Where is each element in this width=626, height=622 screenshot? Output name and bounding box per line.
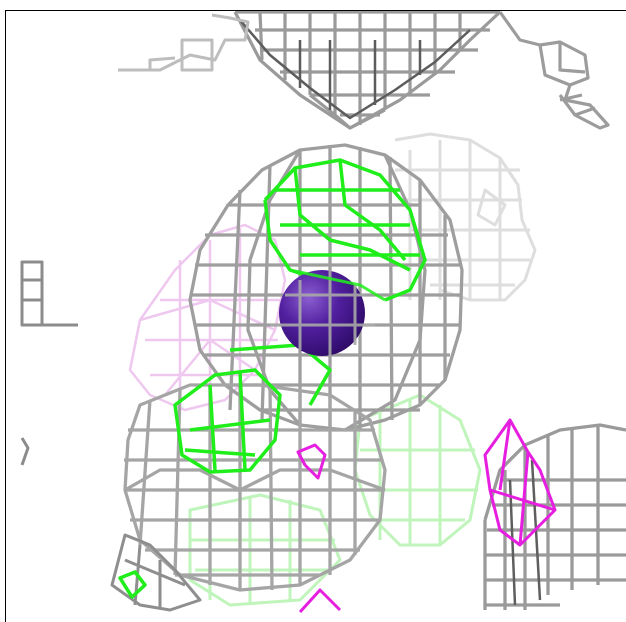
mesh-lower-cage [123, 383, 387, 592]
mesh-top [233, 11, 502, 130]
mesh-green-lower [118, 343, 332, 599]
mesh-left-fragment [20, 260, 78, 466]
viewport-border-top [5, 10, 626, 11]
mesh-green-front [289, 268, 386, 302]
mesh-front-overlay [270, 270, 375, 356]
mesh-bottom-left [110, 533, 202, 612]
mesh-magenta [296, 418, 557, 614]
mesh-top-left-sticks [118, 13, 250, 72]
viewport-border-left [5, 10, 6, 622]
mesh-top-right-chain [498, 11, 610, 130]
mesh-top-dark-edges [239, 19, 471, 120]
